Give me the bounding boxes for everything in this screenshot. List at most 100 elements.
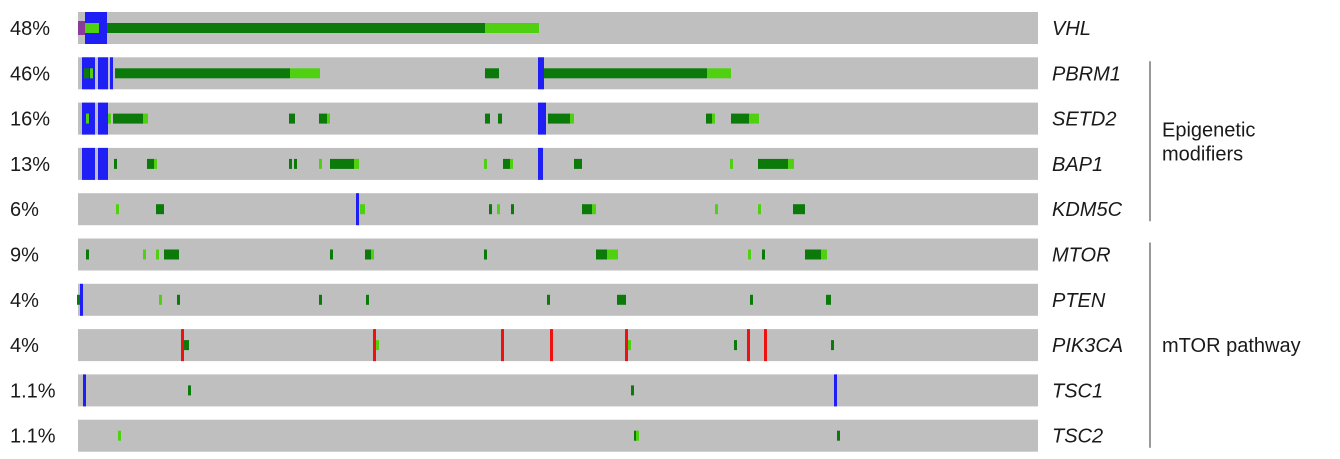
amplification-mark [550, 329, 553, 362]
missense-mark [730, 158, 733, 169]
missense-mark [154, 158, 157, 169]
missense-mark [570, 113, 574, 124]
percent-label-kdm5c: 6% [10, 199, 39, 221]
missense-mark [485, 68, 499, 79]
track-background [78, 147, 1038, 180]
missense-mark [319, 158, 322, 169]
missense-mark [86, 249, 89, 260]
missense-mark [592, 204, 596, 215]
missense-mark [821, 249, 827, 260]
percent-label-bap1: 13% [10, 154, 50, 176]
missense-mark [805, 249, 821, 260]
missense-mark [90, 68, 93, 79]
missense-mark [731, 113, 749, 124]
gene-label-mtor: MTOR [1052, 245, 1111, 267]
missense-mark [715, 204, 718, 215]
gene-label-pbrm1: PBRM1 [1052, 63, 1121, 85]
in-frame-mark [78, 21, 85, 35]
track-tsc1 [78, 374, 1038, 407]
missense-mark [289, 158, 292, 169]
truncating-mark [110, 57, 113, 90]
amplification-mark [764, 329, 767, 362]
missense-mark [177, 294, 180, 305]
track-pten [77, 283, 1038, 316]
missense-mark [188, 385, 191, 396]
missense-mark [582, 204, 592, 215]
track-pbrm1 [78, 57, 1038, 90]
missense-mark [547, 294, 550, 305]
missense-mark [748, 249, 751, 260]
missense-mark [707, 68, 731, 79]
track-mtor [78, 238, 1038, 271]
missense-mark [360, 204, 365, 215]
gene-label-pik3ca: PIK3CA [1052, 335, 1123, 357]
missense-mark [113, 113, 143, 124]
missense-mark [354, 158, 359, 169]
missense-mark [84, 68, 89, 79]
missense-mark [294, 158, 297, 169]
missense-mark [184, 340, 189, 351]
missense-mark [164, 249, 179, 260]
missense-mark [116, 204, 119, 215]
missense-mark [712, 113, 715, 124]
missense-mark [628, 340, 631, 351]
missense-mark [750, 294, 753, 305]
percent-label-mtor: 9% [10, 245, 39, 267]
missense-mark [143, 249, 146, 260]
missense-mark [596, 249, 607, 260]
group-label: Epigenetic [1162, 119, 1255, 141]
missense-mark [290, 68, 320, 79]
amplification-mark [501, 329, 504, 362]
missense-mark [484, 158, 487, 169]
missense-mark [319, 113, 327, 124]
track-bap1 [78, 147, 1038, 180]
missense-mark [143, 113, 148, 124]
missense-mark [107, 23, 485, 33]
missense-mark [289, 113, 295, 124]
missense-mark [376, 340, 379, 351]
track-pik3ca [78, 329, 1038, 362]
gene-label-setd2: SETD2 [1052, 109, 1116, 131]
truncating-mark [538, 147, 543, 180]
missense-mark [77, 294, 80, 305]
missense-mark [485, 23, 539, 33]
missense-mark [831, 340, 834, 351]
missense-mark [503, 158, 510, 169]
gene-label-vhl: VHL [1052, 18, 1091, 40]
missense-mark [330, 249, 333, 260]
track-background [78, 193, 1038, 226]
missense-mark [793, 204, 805, 215]
percent-label-setd2: 16% [10, 109, 50, 131]
missense-mark [762, 249, 765, 260]
truncating-mark [98, 102, 108, 135]
gene-label-bap1: BAP1 [1052, 154, 1103, 176]
missense-mark [156, 249, 159, 260]
truncating-mark [98, 147, 108, 180]
missense-mark [118, 430, 121, 441]
missense-mark [319, 294, 322, 305]
amplification-mark [181, 329, 184, 362]
percent-label-pten: 4% [10, 290, 39, 312]
missense-mark [758, 158, 788, 169]
missense-mark [749, 113, 759, 124]
group-label: mTOR pathway [1162, 335, 1301, 357]
missense-mark [544, 68, 707, 79]
percent-label-tsc1: 1.1% [10, 380, 56, 402]
truncating-mark [538, 102, 546, 135]
missense-mark [574, 158, 582, 169]
percent-label-tsc2: 1.1% [10, 426, 56, 448]
group-label: modifiers [1162, 143, 1243, 165]
missense-mark [115, 68, 290, 79]
missense-mark [156, 204, 164, 215]
missense-mark [758, 204, 761, 215]
missense-mark [636, 430, 639, 441]
track-kdm5c [78, 193, 1038, 226]
track-background [78, 374, 1038, 407]
amplification-mark [625, 329, 628, 362]
track-background [78, 419, 1038, 452]
missense-mark [484, 249, 487, 260]
truncating-mark [98, 57, 108, 90]
truncating-mark [83, 374, 86, 407]
percent-label-pik3ca: 4% [10, 335, 39, 357]
missense-mark [631, 385, 634, 396]
